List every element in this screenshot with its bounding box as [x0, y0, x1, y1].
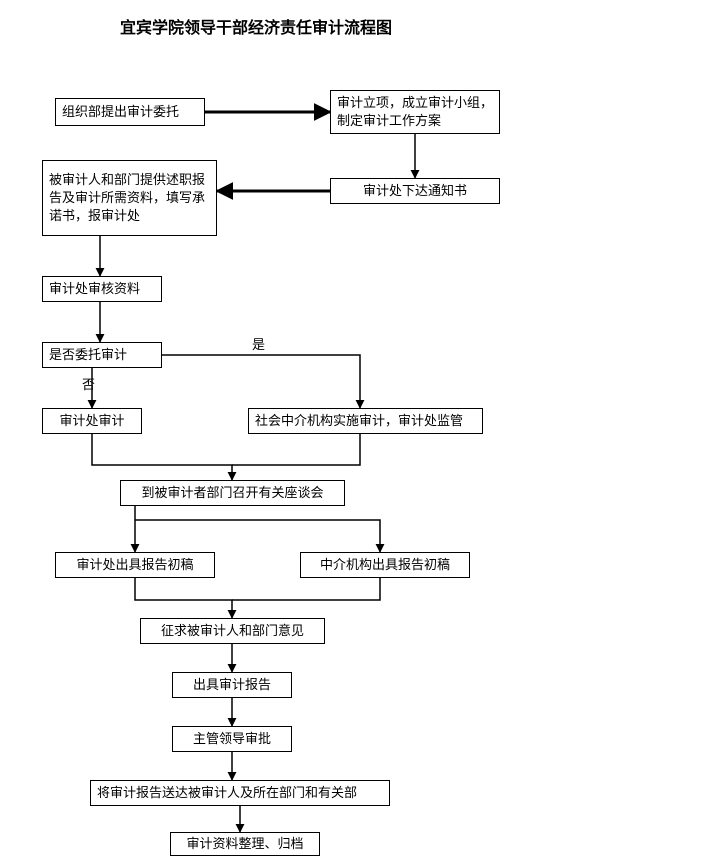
node-n6: 是否委托审计 [42, 342, 162, 368]
node-n11: 中介机构出具报告初稿 [300, 552, 470, 578]
node-n1: 组织部提出审计委托 [55, 98, 205, 126]
node-n16: 审计资料整理、归档 [170, 832, 320, 856]
label-no: 否 [82, 374, 95, 393]
node-n5: 审计处审核资料 [42, 276, 162, 302]
node-n3: 审计处下达通知书 [330, 178, 500, 204]
node-n14: 主管领导审批 [172, 726, 292, 752]
node-n2: 审计立项，成立审计小组，制定审计工作方案 [330, 90, 500, 134]
node-n8: 社会中介机构实施审计，审计处监管 [248, 408, 483, 434]
node-n12: 征求被审计人和部门意见 [140, 618, 325, 644]
edge-n7-n9 [92, 434, 232, 480]
edge-n11-n12 [232, 578, 380, 600]
node-n13: 出具审计报告 [172, 672, 292, 698]
node-n7: 审计处审计 [42, 408, 142, 434]
edge-n10-n12 [135, 578, 232, 618]
page-title: 宜宾学院领导干部经济责任审计流程图 [120, 14, 392, 38]
node-n10: 审计处出具报告初稿 [55, 552, 215, 578]
edge-n6-n8 [162, 355, 360, 408]
node-n4: 被审计人和部门提供述职报告及审计所需资料，填写承诺书，报审计处 [42, 160, 217, 236]
node-n9: 到被审计者部门召开有关座谈会 [120, 480, 345, 506]
label-yes: 是 [252, 334, 265, 353]
edge-n8-n9 [232, 434, 360, 465]
node-n15: 将审计报告送达被审计人及所在部门和有关部 [90, 780, 390, 806]
edge-n9-n11 [135, 520, 380, 552]
